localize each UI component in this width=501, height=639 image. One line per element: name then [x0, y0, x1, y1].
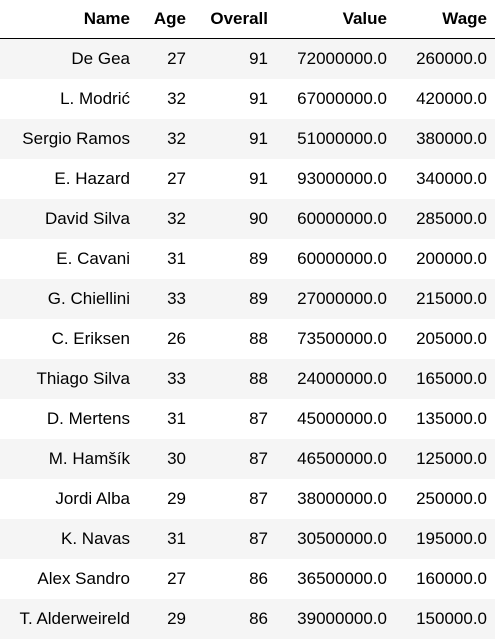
- cell-overall: 87: [194, 519, 276, 559]
- cell-overall: 91: [194, 39, 276, 80]
- cell-name: Thiago Silva: [0, 359, 138, 399]
- cell-value: 45000000.0: [276, 399, 395, 439]
- cell-wage: 250000.0: [395, 479, 495, 519]
- cell-name: Alex Sandro: [0, 559, 138, 599]
- cell-overall: 88: [194, 319, 276, 359]
- cell-wage: 420000.0: [395, 79, 495, 119]
- cell-overall: 88: [194, 359, 276, 399]
- cell-wage: 125000.0: [395, 439, 495, 479]
- cell-age: 29: [138, 479, 194, 519]
- cell-overall: 91: [194, 119, 276, 159]
- cell-value: 67000000.0: [276, 79, 395, 119]
- cell-overall: 87: [194, 479, 276, 519]
- cell-value: 30500000.0: [276, 519, 395, 559]
- cell-name: K. Navas: [0, 519, 138, 559]
- cell-age: 33: [138, 359, 194, 399]
- cell-age: 31: [138, 519, 194, 559]
- cell-name: Jordi Alba: [0, 479, 138, 519]
- cell-age: 27: [138, 159, 194, 199]
- cell-age: 31: [138, 399, 194, 439]
- cell-wage: 135000.0: [395, 399, 495, 439]
- cell-wage: 150000.0: [395, 599, 495, 639]
- cell-age: 27: [138, 559, 194, 599]
- cell-overall: 91: [194, 79, 276, 119]
- cell-wage: 160000.0: [395, 559, 495, 599]
- cell-wage: 165000.0: [395, 359, 495, 399]
- column-header-age: Age: [138, 0, 194, 39]
- cell-name: David Silva: [0, 199, 138, 239]
- cell-overall: 90: [194, 199, 276, 239]
- cell-wage: 340000.0: [395, 159, 495, 199]
- table-header: Name Age Overall Value Wage: [0, 0, 495, 39]
- cell-wage: 285000.0: [395, 199, 495, 239]
- cell-age: 27: [138, 39, 194, 80]
- cell-name: C. Eriksen: [0, 319, 138, 359]
- cell-overall: 86: [194, 559, 276, 599]
- cell-wage: 215000.0: [395, 279, 495, 319]
- cell-overall: 87: [194, 439, 276, 479]
- cell-name: L. Modrić: [0, 79, 138, 119]
- cell-value: 72000000.0: [276, 39, 395, 80]
- cell-name: M. Hamšík: [0, 439, 138, 479]
- cell-overall: 89: [194, 239, 276, 279]
- cell-name: Sergio Ramos: [0, 119, 138, 159]
- cell-overall: 91: [194, 159, 276, 199]
- cell-value: 93000000.0: [276, 159, 395, 199]
- header-row: Name Age Overall Value Wage: [0, 0, 495, 39]
- cell-value: 36500000.0: [276, 559, 395, 599]
- cell-age: 29: [138, 599, 194, 639]
- cell-name: De Gea: [0, 39, 138, 80]
- cell-age: 26: [138, 319, 194, 359]
- column-header-value: Value: [276, 0, 395, 39]
- cell-value: 46500000.0: [276, 439, 395, 479]
- cell-wage: 200000.0: [395, 239, 495, 279]
- cell-wage: 260000.0: [395, 39, 495, 80]
- cell-name: G. Chiellini: [0, 279, 138, 319]
- cell-wage: 380000.0: [395, 119, 495, 159]
- cell-value: 60000000.0: [276, 239, 395, 279]
- column-header-name: Name: [0, 0, 138, 39]
- cell-overall: 87: [194, 399, 276, 439]
- cell-value: 60000000.0: [276, 199, 395, 239]
- cell-age: 32: [138, 199, 194, 239]
- cell-value: 24000000.0: [276, 359, 395, 399]
- cell-value: 38000000.0: [276, 479, 395, 519]
- cell-value: 73500000.0: [276, 319, 395, 359]
- cell-age: 30: [138, 439, 194, 479]
- cell-wage: 195000.0: [395, 519, 495, 559]
- column-header-overall: Overall: [194, 0, 276, 39]
- cell-age: 32: [138, 119, 194, 159]
- cell-name: T. Alderweireld: [0, 599, 138, 639]
- cell-value: 51000000.0: [276, 119, 395, 159]
- cell-name: E. Cavani: [0, 239, 138, 279]
- column-header-wage: Wage: [395, 0, 495, 39]
- cell-value: 27000000.0: [276, 279, 395, 319]
- cell-age: 32: [138, 79, 194, 119]
- cell-name: E. Hazard: [0, 159, 138, 199]
- cell-age: 31: [138, 239, 194, 279]
- cell-overall: 89: [194, 279, 276, 319]
- cell-value: 39000000.0: [276, 599, 395, 639]
- cell-age: 33: [138, 279, 194, 319]
- cell-overall: 86: [194, 599, 276, 639]
- cell-name: D. Mertens: [0, 399, 138, 439]
- cell-wage: 205000.0: [395, 319, 495, 359]
